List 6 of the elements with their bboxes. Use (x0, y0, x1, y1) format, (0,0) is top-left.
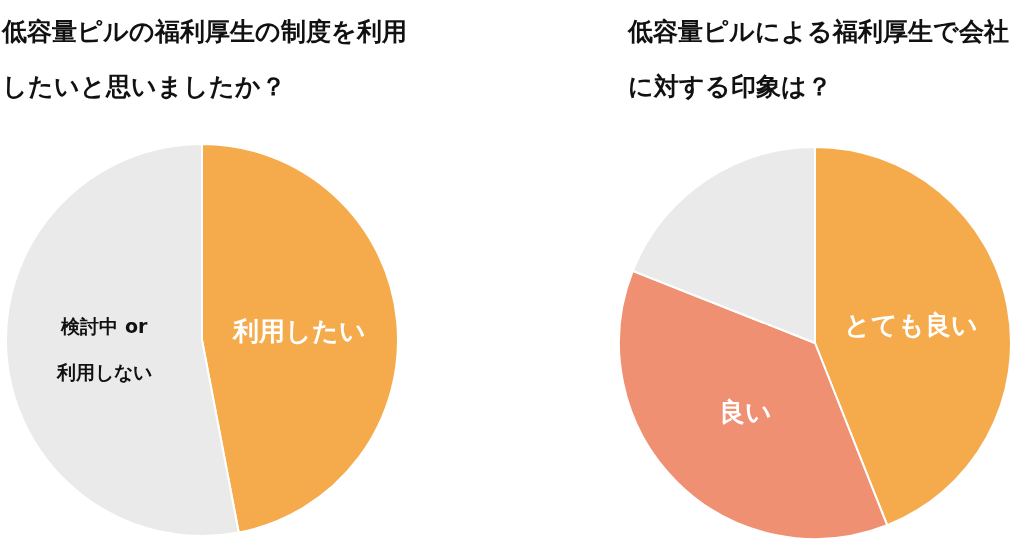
slice-label: 利用したい (232, 315, 367, 346)
slice-label: 良い (719, 397, 773, 428)
category-label: 検討中 or 利用しない (56, 315, 152, 384)
slice-label: とても良い (844, 309, 979, 340)
chart-title: 低容量ピルによる福利厚生で会社に対する印象は？ (628, 16, 1010, 103)
chart-title: 低容量ピルの福利厚生の制度を利用したいと思いましたか？ (2, 16, 408, 103)
